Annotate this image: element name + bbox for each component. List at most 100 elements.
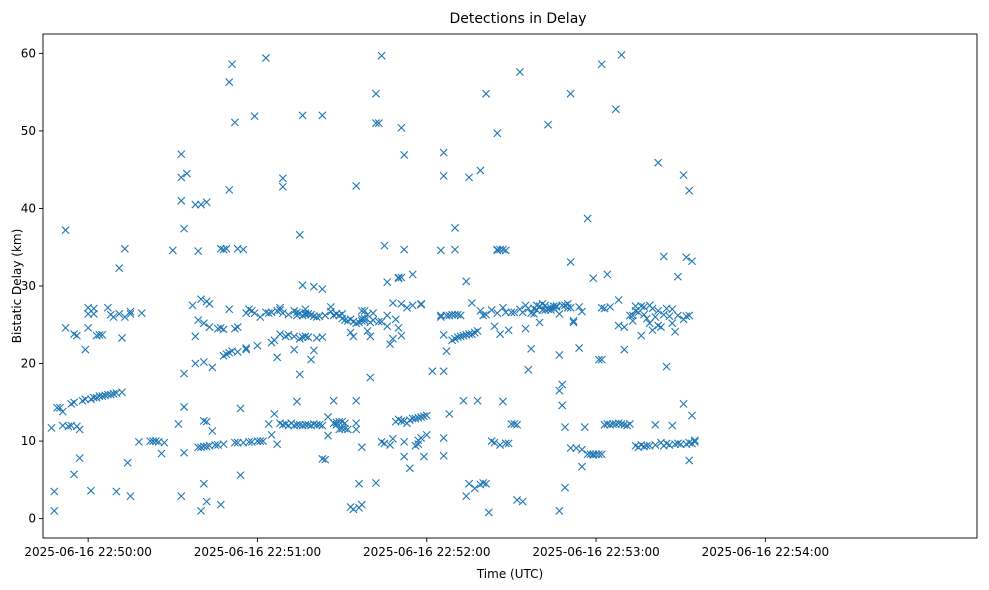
- data-point: [352, 319, 361, 328]
- data-point: [383, 311, 392, 320]
- data-point: [510, 420, 519, 429]
- data-point: [242, 345, 251, 354]
- data-point: [501, 439, 510, 448]
- data-point: [467, 299, 476, 308]
- data-point: [318, 421, 327, 430]
- data-point: [465, 173, 474, 182]
- data-point: [253, 437, 262, 446]
- data-point: [527, 344, 536, 353]
- data-point: [383, 322, 392, 331]
- data-point: [292, 308, 301, 317]
- data-point: [309, 346, 318, 355]
- data-point: [202, 198, 211, 207]
- data-point: [611, 420, 620, 429]
- data-point: [436, 246, 445, 255]
- data-point: [360, 306, 369, 315]
- data-point: [665, 312, 674, 321]
- data-point: [515, 68, 524, 76]
- data-point: [383, 278, 392, 287]
- data-point: [301, 332, 310, 341]
- data-point: [340, 419, 349, 428]
- data-point: [490, 438, 499, 447]
- data-point: [180, 448, 189, 457]
- data-point: [620, 345, 629, 354]
- data-point: [501, 246, 510, 255]
- data-point: [490, 322, 499, 331]
- data-point: [126, 492, 135, 501]
- data-point: [50, 506, 59, 515]
- data-point: [84, 323, 93, 332]
- data-point: [118, 333, 126, 342]
- data-point: [250, 112, 259, 121]
- data-point: [225, 78, 234, 87]
- data-point: [70, 470, 79, 479]
- data-point: [482, 310, 491, 319]
- data-point: [278, 174, 287, 183]
- data-points: [47, 50, 699, 517]
- data-point: [174, 420, 183, 429]
- data-point: [656, 323, 665, 332]
- data-point: [679, 171, 688, 180]
- data-point: [61, 323, 70, 332]
- data-point: [304, 309, 313, 318]
- data-point: [575, 302, 584, 311]
- data-point: [380, 241, 389, 250]
- data-point: [295, 420, 304, 429]
- data-point: [47, 423, 56, 432]
- data-point: [671, 327, 680, 336]
- data-point: [566, 303, 575, 312]
- data-point: [397, 299, 406, 308]
- data-point: [295, 370, 304, 379]
- data-point: [518, 497, 527, 506]
- data-point: [355, 479, 364, 488]
- data-point: [473, 326, 482, 335]
- data-point: [329, 396, 338, 405]
- data-point: [482, 479, 491, 488]
- data-point: [261, 308, 270, 317]
- x-tick-label: 2025-06-16 22:53:00: [532, 545, 659, 559]
- data-point: [292, 397, 301, 406]
- data-point: [498, 397, 507, 406]
- data-point: [197, 200, 206, 209]
- data-point: [95, 330, 104, 339]
- data-point: [321, 455, 330, 464]
- data-point: [188, 301, 197, 310]
- data-point: [233, 438, 242, 447]
- data-point: [199, 319, 208, 328]
- data-point: [685, 456, 694, 465]
- data-point: [419, 452, 428, 461]
- data-point: [222, 244, 231, 253]
- data-point: [273, 353, 282, 362]
- data-point: [450, 223, 459, 232]
- data-point: [264, 420, 273, 429]
- y-tick-label: 60: [21, 46, 36, 60]
- data-point: [343, 425, 352, 434]
- data-point: [219, 325, 228, 334]
- y-axis-ticks: 0 10 20 30 40 50 60: [21, 46, 43, 526]
- data-point: [625, 420, 634, 429]
- data-point: [676, 440, 685, 449]
- data-point: [115, 309, 124, 318]
- data-point: [377, 51, 386, 60]
- data-point: [397, 273, 406, 282]
- data-point: [326, 307, 335, 316]
- data-point: [318, 333, 327, 342]
- data-point: [597, 355, 606, 364]
- data-point: [256, 313, 265, 322]
- data-point: [177, 492, 186, 501]
- data-point: [236, 471, 245, 480]
- data-point: [651, 313, 660, 322]
- data-point: [295, 230, 304, 239]
- data-point: [318, 454, 327, 463]
- data-point: [405, 464, 414, 473]
- data-point: [422, 411, 431, 420]
- data-point: [233, 347, 242, 356]
- data-point: [397, 416, 406, 425]
- data-point: [436, 311, 445, 320]
- data-point: [371, 89, 380, 98]
- data-point: [679, 399, 688, 408]
- data-point: [597, 303, 606, 312]
- x-tick-label: 2025-06-16 22:51:00: [194, 545, 321, 559]
- data-point: [544, 120, 553, 129]
- data-point: [75, 454, 84, 463]
